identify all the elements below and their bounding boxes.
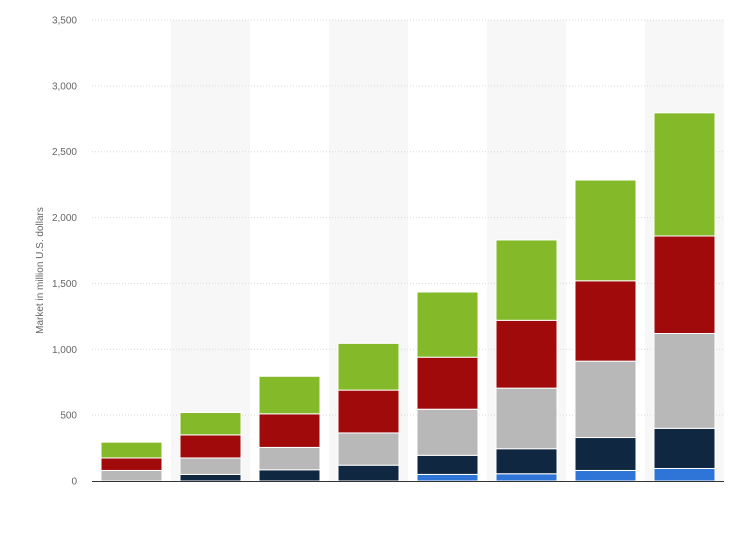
bar-1-segment-5 (100, 441, 163, 459)
bar-8-segment-3 (653, 332, 716, 429)
bar-4-segment-4 (337, 389, 400, 434)
y-tick-label-3000: 3,000 (52, 81, 77, 92)
y-tick-label-3500: 3,500 (52, 16, 77, 27)
y-tick-label-0: 0 (71, 477, 77, 488)
bar-2-segment-5 (179, 412, 242, 436)
bar-4-segment-5 (337, 342, 400, 391)
bar-5-segment-4 (416, 356, 479, 410)
bar-1-segment-4 (100, 457, 163, 471)
bar-6-segment-1 (495, 473, 558, 482)
bar-8-segment-2 (653, 427, 716, 469)
bar-7-segment-2 (574, 437, 637, 471)
bar-7-segment-1 (574, 469, 637, 482)
bar-2-segment-4 (179, 434, 242, 459)
bar-8-segment-1 (653, 467, 716, 482)
bar-8-segment-4 (653, 235, 716, 334)
bar-6-segment-5 (495, 239, 558, 321)
bar-6-segment-4 (495, 319, 558, 389)
y-tick-label-2000: 2,000 (52, 213, 77, 224)
gridlines (92, 19, 724, 416)
bar-4-segment-2 (337, 464, 400, 482)
bar-5-segment-2 (416, 454, 479, 475)
bar-3-segment-3 (258, 446, 321, 471)
column-band-2 (171, 20, 250, 481)
bar-2-segment-2 (179, 473, 242, 482)
bars (100, 112, 716, 482)
y-tick-label-1000: 1,000 (52, 345, 77, 356)
bar-6-segment-3 (495, 387, 558, 450)
bar-6-segment-2 (495, 448, 558, 475)
bar-3-segment-4 (258, 413, 321, 448)
y-tick-label-2500: 2,500 (52, 147, 77, 158)
bar-7-segment-4 (574, 280, 637, 362)
bar-8-segment-5 (653, 112, 716, 237)
y-tick-label-1500: 1,500 (52, 279, 77, 290)
y-tick-label-500: 500 (60, 411, 77, 422)
bar-7-segment-3 (574, 360, 637, 439)
bar-3-segment-2 (258, 469, 321, 482)
bar-2-segment-3 (179, 457, 242, 475)
y-axis-title: Market in million U.S. dollars (35, 207, 46, 334)
bar-4-segment-3 (337, 432, 400, 466)
bar-5-segment-1 (416, 473, 479, 482)
bar-5-segment-3 (416, 408, 479, 456)
y-axis-ticks: 0 500 1,000 1,500 2,000 2,500 3,000 3,500 (52, 16, 77, 488)
bar-5-segment-5 (416, 291, 479, 358)
bar-1-segment-3 (100, 469, 163, 482)
bar-7-segment-5 (574, 179, 637, 282)
bar-3-segment-5 (258, 375, 321, 415)
